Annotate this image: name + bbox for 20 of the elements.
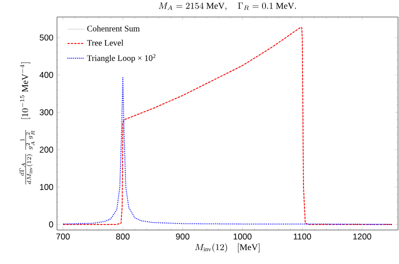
- y-tick-label: 500: [40, 34, 54, 41]
- chart-title: $M_A = 2154~\mathrm{MeV},\quad \Gamma_R = 0.1~\mathrm{MeV}.$: [158, 2, 296, 10]
- y-tick-label: 100: [40, 184, 54, 190]
- legend-label: Triangle Loop × 10$^{2}$: [87, 54, 156, 63]
- y-tick-label: 0: [49, 221, 54, 228]
- x-tick-label: 1000: [234, 234, 252, 240]
- x-tick-label: 900: [176, 234, 190, 240]
- y-tick-label: 200: [40, 146, 54, 153]
- x-tick-label: 800: [116, 234, 130, 240]
- legend-label: Tree Level: [87, 40, 124, 46]
- y-axis-title: $\frac{d\Gamma_A}{dM_{\mathrm{inv}}(12)}\,\frac{1}{g_A^2\,g_R^2}\quad [10^{-15}\ \mathrm{MeV}^{-4}]$: [20, 62, 35, 184]
- x-axis-title: $M_{\mathrm{inv}}(12)\quad [\mathrm{MeV}]$: [194, 243, 260, 252]
- legend-label: Cohenrent Sum: [87, 25, 140, 32]
- y-tick-label: 400: [40, 72, 54, 78]
- y-tick-label: 300: [40, 109, 54, 116]
- x-tick-label: 1200: [353, 234, 372, 240]
- line-series: [62, 27, 392, 225]
- x-tick-label: 700: [56, 234, 70, 240]
- line-series: [62, 76, 392, 225]
- x-tick-label: 1100: [294, 234, 312, 240]
